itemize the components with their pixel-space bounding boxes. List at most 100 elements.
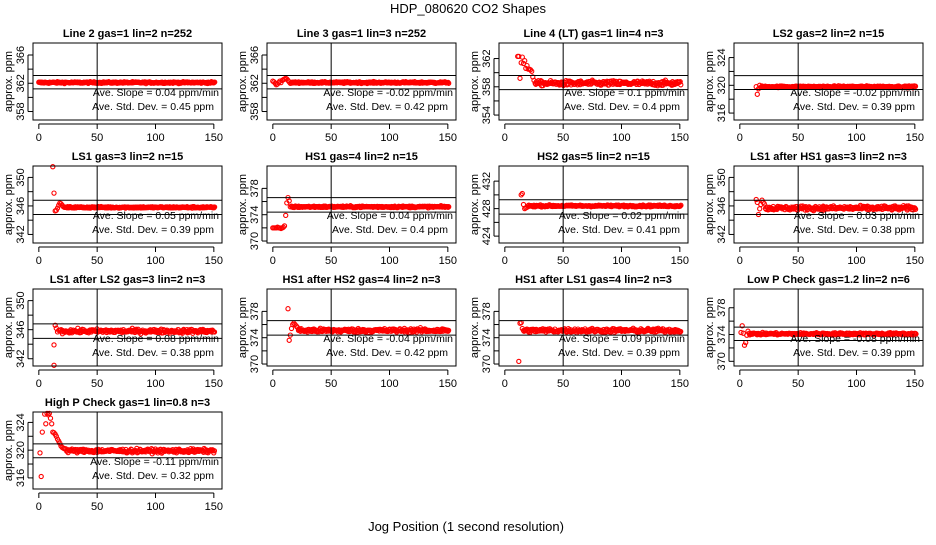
data-point <box>212 79 218 85</box>
y-axis-label: approx. ppm <box>704 174 716 235</box>
avg-slope-annotation: Ave. Slope = 0.09 ppm/min <box>559 333 685 345</box>
data-point <box>286 337 292 343</box>
y-tick-label: 346 <box>15 197 27 215</box>
x-tick-label: 100 <box>612 255 630 267</box>
y-tick-label: 428 <box>481 199 493 217</box>
y-tick-label: 370 <box>249 232 261 250</box>
panel-title: LS1 after LS2 gas=3 lin=2 n=3 <box>50 274 206 286</box>
data-point <box>519 54 525 60</box>
data-point <box>678 328 684 335</box>
data-point <box>678 82 684 88</box>
x-tick-label: 150 <box>439 378 457 390</box>
y-tick-label: 350 <box>716 168 728 186</box>
data-point <box>446 204 452 210</box>
panel-3: Line 4 (LT) gas=1 lin=4 n=3 0 50 100 150 354 3… <box>469 28 689 144</box>
y-tick-label: 346 <box>716 197 728 215</box>
x-tick-label: 0 <box>36 378 42 390</box>
data-point <box>285 306 291 312</box>
x-tick-label: 50 <box>91 378 103 390</box>
x-tick-label: 0 <box>737 255 743 267</box>
y-tick-label: 370 <box>249 355 261 373</box>
y-tick-label: 424 <box>481 227 493 245</box>
plot-frame <box>32 42 223 121</box>
x-tick-label: 50 <box>325 378 337 390</box>
data-point <box>54 205 61 211</box>
panel-title: LS1 after HS1 gas=3 lin=2 n=3 <box>750 151 907 163</box>
data-point <box>678 202 684 208</box>
data-point <box>522 58 528 64</box>
data-points <box>50 164 218 214</box>
avg-stddev-annotation: Ave. Std. Dev. = 0.38 ppm <box>793 224 915 236</box>
y-tick-label: 350 <box>15 168 27 186</box>
data-point <box>211 329 218 335</box>
data-point <box>286 198 292 204</box>
data-point <box>39 429 45 435</box>
data-points <box>515 53 684 89</box>
x-tick-label: 100 <box>612 132 630 144</box>
y-tick-label: 342 <box>716 225 728 243</box>
y-tick-label: 342 <box>15 225 27 243</box>
data-point <box>283 212 289 219</box>
plot-frame <box>498 165 689 244</box>
avg-slope-annotation: Ave. Slope = -0.11 ppm/min <box>90 456 219 468</box>
panel-title: HS1 after LS1 gas=4 lin=2 n=3 <box>515 274 672 286</box>
data-point <box>517 75 523 81</box>
y-tick-label: 374 <box>481 329 493 347</box>
x-tick-label: 50 <box>91 132 103 144</box>
x-tick-label: 100 <box>380 378 398 390</box>
x-tick-label: 100 <box>146 255 164 267</box>
y-axis-label: approx. ppm <box>237 174 249 235</box>
y-tick-label: 370 <box>716 352 728 370</box>
y-tick-label: 358 <box>15 102 27 120</box>
y-tick-label: 324 <box>15 413 27 431</box>
panel-8: LS1 after HS1 gas=3 lin=2 n=3 0 50 100 150 34… <box>704 151 924 267</box>
y-tick-label: 378 <box>249 302 261 320</box>
data-point <box>43 421 49 427</box>
x-tick-label: 50 <box>557 255 569 267</box>
data-point <box>52 322 58 328</box>
data-point <box>677 203 683 209</box>
data-point <box>38 473 44 480</box>
x-tick-label: 100 <box>847 132 865 144</box>
avg-stddev-annotation: Ave. Std. Dev. = 0.41 ppm <box>558 224 680 236</box>
y-axis-label: approx. ppm <box>237 297 249 358</box>
data-point <box>516 358 522 365</box>
data-point <box>211 204 218 210</box>
avg-slope-annotation: Ave. Slope = 0.08 ppm/min <box>93 333 219 345</box>
panel-6: HS1 gas=4 lin=2 n=15 0 50 100 150 370 374 378ap… <box>237 151 457 267</box>
x-tick-label: 150 <box>671 255 689 267</box>
panel-title: HS1 after HS2 gas=4 lin=2 n=3 <box>282 274 440 286</box>
avg-stddev-annotation: Ave. Std. Dev. = 0.4 ppm <box>564 101 680 113</box>
data-points <box>518 190 684 212</box>
data-point <box>913 331 919 337</box>
data-points <box>270 194 452 232</box>
avg-slope-annotation: Ave. Slope = -0.02 ppm/min <box>323 87 453 99</box>
data-point <box>741 342 748 348</box>
x-tick-label: 50 <box>557 132 569 144</box>
y-axis-label: approx. ppm <box>3 51 15 112</box>
y-tick-label: 350 <box>15 291 27 309</box>
x-tick-label: 150 <box>906 132 924 144</box>
avg-slope-annotation: Ave. Slope = -0.08 ppm/min <box>790 333 920 345</box>
x-tick-label: 150 <box>439 132 457 144</box>
data-point <box>280 224 286 230</box>
plot-frame <box>498 288 689 367</box>
plot-frame <box>733 42 924 121</box>
data-point <box>677 78 683 85</box>
plot-frame <box>733 165 924 244</box>
avg-slope-annotation: Ave. Slope = 0.02 ppm/min <box>559 210 685 222</box>
x-axis-label: Jog Position (1 second resolution) <box>368 519 564 534</box>
avg-stddev-annotation: Ave. Std. Dev. = 0.32 ppm <box>92 470 214 482</box>
avg-stddev-annotation: Ave. Std. Dev. = 0.39 ppm <box>793 347 915 359</box>
panel-title: Low P Check gas=1.2 lin=2 n=6 <box>747 274 910 286</box>
y-tick-label: 374 <box>249 329 261 347</box>
data-point <box>51 190 57 196</box>
y-tick-label: 374 <box>249 206 261 224</box>
x-tick-label: 0 <box>36 501 42 513</box>
data-point <box>47 415 54 421</box>
y-axis-label: approx. ppm <box>704 51 716 112</box>
x-tick-label: 100 <box>146 501 164 513</box>
data-point <box>529 68 535 74</box>
data-point <box>912 83 919 89</box>
avg-stddev-annotation: Ave. Std. Dev. = 0.4 ppm <box>332 224 448 236</box>
